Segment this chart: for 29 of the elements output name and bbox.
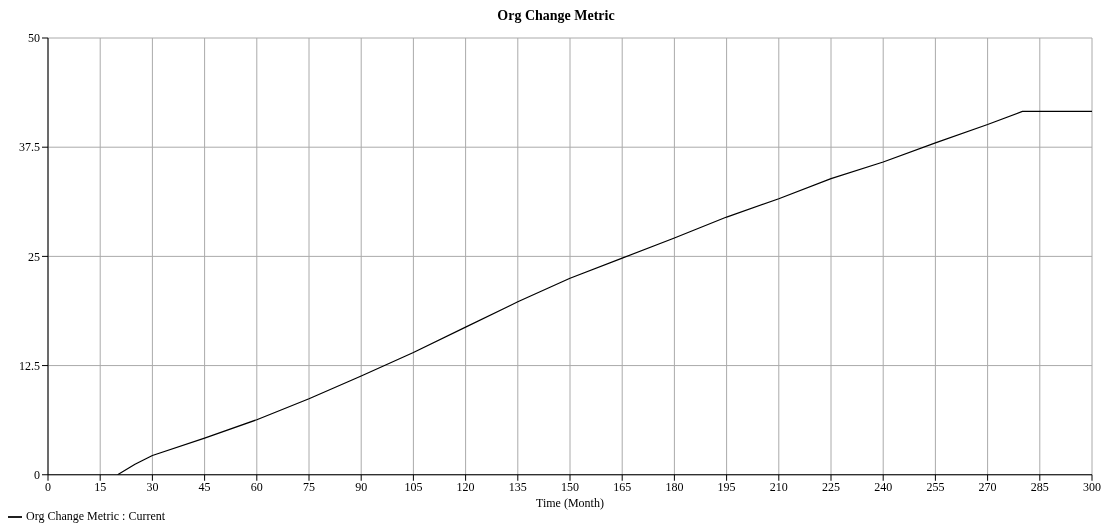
x-tick-label: 15 [94,480,107,495]
x-tick-label: 30 [146,480,159,495]
x-tick-label: 270 [978,480,997,495]
x-tick-label: 120 [456,480,475,495]
x-tick-label: 60 [250,480,263,495]
x-tick-label: 165 [613,480,632,495]
x-tick-label: 150 [561,480,579,495]
x-tick-label: 240 [874,480,893,495]
x-tick-label: 210 [769,480,788,495]
x-tick-label: 180 [665,480,684,495]
x-tick-label: 195 [717,480,736,495]
chart-title: Org Change Metric [496,8,616,25]
y-tick-label: 25 [28,249,40,264]
y-tick-label: 0 [34,468,40,483]
x-tick-label: 90 [355,480,368,495]
x-tick-label: 255 [926,480,945,495]
legend-label: Org Change Metric : Current [26,508,166,523]
x-tick-label: 0 [45,480,51,495]
x-tick-label: 45 [198,480,211,495]
x-tick-label: 105 [404,480,423,495]
x-tick-label: 75 [303,480,315,495]
y-tick-label: 12.5 [19,358,40,373]
x-tick-label: 285 [1030,480,1049,495]
y-tick-label: 37.5 [19,140,40,155]
y-tick-label: 50 [28,31,40,46]
x-tick-label: 135 [508,480,527,495]
x-axis-title: Time (Month) [536,495,604,510]
x-tick-label: 225 [822,480,840,495]
x-tick-label: 300 [1083,480,1101,495]
